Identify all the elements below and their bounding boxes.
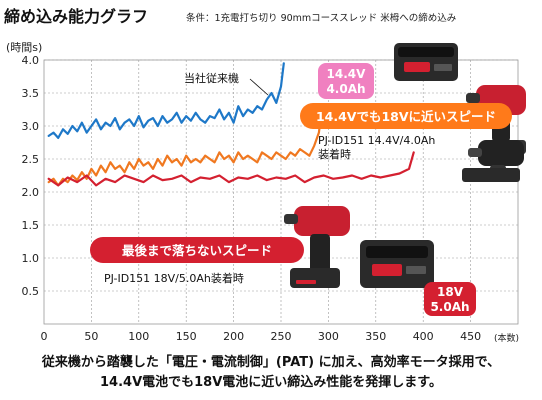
battery-18v-5ah-icon xyxy=(360,240,434,288)
axis-ticks: 0.5 1.0 1.5 2.0 2.5 3.0 3.5 4.0 0 50 100 150 200 250 3… xyxy=(22,54,482,343)
svg-text:4.0Ah: 4.0Ah xyxy=(326,82,365,96)
chart-series xyxy=(47,62,415,187)
badge-14v-4ah: 14.4V 4.0Ah xyxy=(318,63,374,99)
svg-text:14.4V: 14.4V xyxy=(327,67,367,81)
y-tick-label: 4.0 xyxy=(22,54,40,67)
y-tick-label: 1.0 xyxy=(22,252,40,265)
impact-driver-red-icon xyxy=(284,206,350,288)
y-axis-label: (時間s) xyxy=(6,41,42,54)
y-tick-label: 1.5 xyxy=(22,219,40,232)
y-tick-label: 0.5 xyxy=(22,285,40,298)
svg-text:最後まで落ちないスピード: 最後まで落ちないスピード xyxy=(122,243,272,258)
svg-text:5.0Ah: 5.0Ah xyxy=(430,300,469,314)
badge-18v-5ah: 18V 5.0Ah xyxy=(424,282,476,316)
pj18-series-label: PJ-ID151 18V/5.0Ah装着時 xyxy=(104,271,244,285)
svg-text:18V: 18V xyxy=(437,285,464,299)
series-line-2 xyxy=(47,108,323,187)
conventional-leader-line xyxy=(249,78,269,96)
x-tick-label: 100 xyxy=(128,330,149,343)
y-tick-label: 3.0 xyxy=(22,120,40,133)
battery-14v-4ah-icon xyxy=(394,43,458,81)
pj144-series-label-line1: PJ-ID151 14.4V/4.0Ah xyxy=(318,134,435,147)
series-line-1 xyxy=(47,62,285,139)
orange-speed-banner: 14.4Vでも18Vに近いスピード xyxy=(300,103,512,129)
conventional-series-label: 当社従来機 xyxy=(184,71,239,85)
footer-note-line1: 従来機から踏襲した「電圧・電流制御」(PAT) に加え、高効率モータ採用で、 xyxy=(41,355,501,370)
y-tick-label: 3.5 xyxy=(22,87,40,100)
impact-driver-black-icon xyxy=(462,140,524,182)
red-speed-banner: 最後まで落ちないスピード xyxy=(90,237,304,263)
chart-condition: 条件：1充電打ち切り 90mmコーススレッド 米栂への締め込み xyxy=(186,12,456,24)
x-axis-label: (本数) xyxy=(494,332,519,344)
chart-title: 締め込み能力グラフ xyxy=(4,7,148,26)
x-tick-label: 400 xyxy=(413,330,434,343)
x-tick-label: 250 xyxy=(271,330,292,343)
x-tick-label: 450 xyxy=(460,330,481,343)
footer-note-line2: 14.4V電池でも18V電池に近い締込み性能を発揮します。 xyxy=(100,375,442,390)
x-tick-label: 0 xyxy=(41,330,48,343)
x-tick-label: 150 xyxy=(176,330,197,343)
y-tick-label: 2.5 xyxy=(22,153,40,166)
x-tick-label: 350 xyxy=(365,330,386,343)
svg-text:14.4Vでも18Vに近いスピード: 14.4Vでも18Vに近いスピード xyxy=(316,109,496,124)
series-line-3 xyxy=(47,151,415,187)
x-tick-label: 50 xyxy=(84,330,98,343)
pj144-series-label-line2: 装着時 xyxy=(318,147,351,161)
x-tick-label: 300 xyxy=(318,330,339,343)
y-tick-label: 2.0 xyxy=(22,186,40,199)
x-tick-label: 200 xyxy=(223,330,244,343)
